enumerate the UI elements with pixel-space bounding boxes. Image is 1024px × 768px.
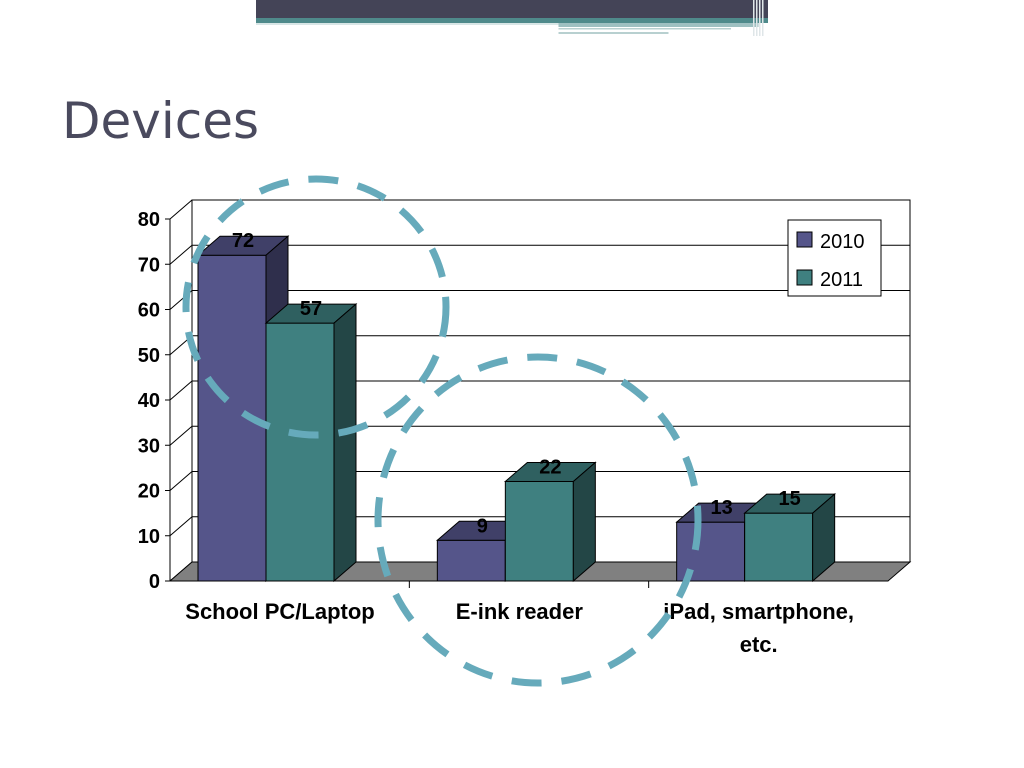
x-category-label: School PC/Laptop [185, 599, 374, 624]
x-category-label: iPad, smartphone, [663, 599, 854, 624]
gridline-side [169, 471, 193, 491]
x-category-label: etc. [740, 632, 778, 657]
slide-title: Devices [62, 92, 260, 150]
header-bar [256, 0, 768, 36]
bar-front [436, 539, 506, 582]
y-tick-label: 70 [138, 254, 160, 276]
highlight-circle [374, 353, 702, 687]
bar-2011-0 [264, 302, 358, 583]
legend-swatch [796, 231, 813, 248]
legend: 2010 2011 [787, 219, 882, 297]
legend-swatch [796, 269, 813, 286]
data-label: 72 [232, 230, 254, 252]
gridline-side [169, 516, 193, 537]
bar-side [333, 302, 357, 583]
bar-2011-2 [743, 493, 837, 583]
gridline-side [169, 244, 193, 265]
data-label: 15 [779, 488, 801, 510]
legend-label: 2010 [820, 231, 865, 253]
bar-front [744, 512, 814, 582]
y-tick-label: 40 [138, 390, 160, 412]
y-tick-label: 20 [138, 481, 160, 503]
y-tick-label: 0 [149, 571, 160, 593]
gridline-side [169, 199, 193, 220]
highlight-circle [182, 175, 450, 439]
data-label: 13 [711, 497, 733, 519]
y-tick-label: 50 [138, 345, 160, 367]
y-tick-label: 80 [138, 209, 160, 231]
y-tick-label: 60 [138, 300, 160, 322]
legend-label: 2011 [820, 269, 863, 291]
data-label: 9 [477, 515, 488, 537]
bar-side [812, 493, 836, 583]
gridline-side [169, 380, 193, 401]
y-tick-label: 30 [138, 435, 160, 457]
data-label: 22 [539, 456, 561, 478]
y-tick-label: 10 [138, 526, 160, 548]
x-category-label: E-ink reader [456, 599, 584, 624]
bar-side [572, 461, 596, 583]
gridline-side [169, 425, 193, 446]
data-label: 57 [300, 298, 322, 320]
bar-front [504, 480, 574, 582]
bar-front [265, 322, 335, 582]
bar-2011-1 [503, 461, 597, 583]
